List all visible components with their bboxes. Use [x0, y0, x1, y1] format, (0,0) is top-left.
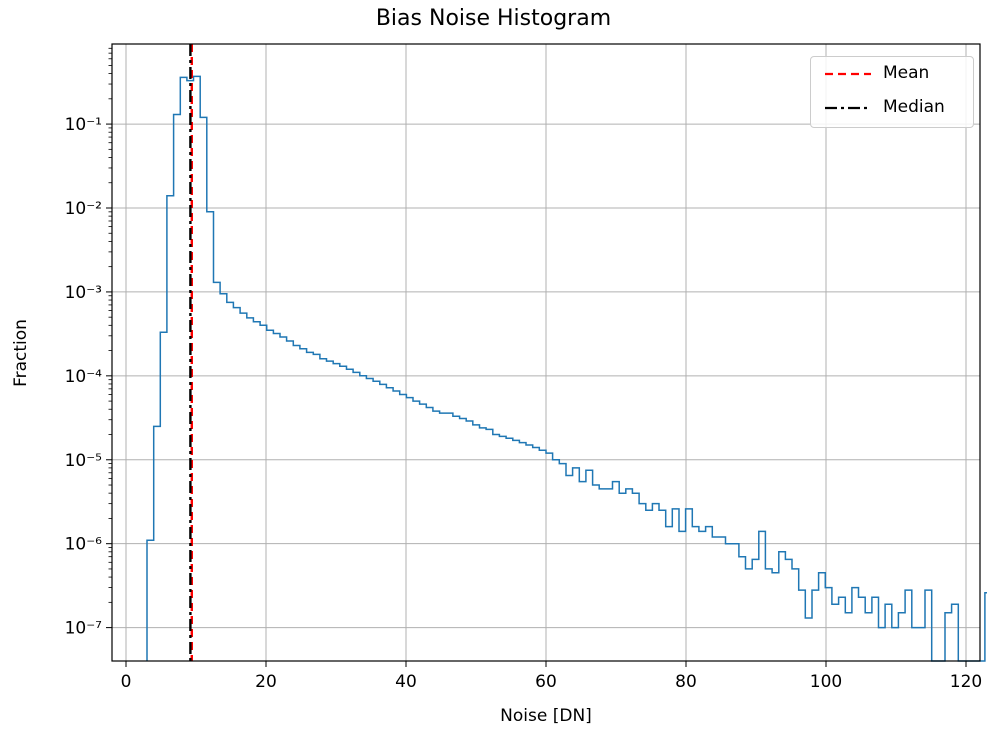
y-tick-label: 10⁻⁷ — [65, 619, 103, 639]
x-tick-label: 100 — [810, 672, 842, 692]
y-tick-label: 10⁻⁴ — [65, 367, 103, 387]
axis-ticks: 0 20 40 60 80 100 120 10⁻⁷ 10⁻⁶ 10⁻⁵ 10⁻⁴ 10⁻³ 10⁻² 1… — [65, 47, 982, 692]
x-tick-label: 120 — [950, 672, 982, 692]
y-tick-label: 10⁻² — [65, 199, 102, 219]
y-tick-label: 10⁻⁵ — [65, 451, 102, 471]
legend-item-median: Median — [811, 93, 973, 123]
x-tick-label: 0 — [121, 672, 132, 692]
legend-swatch-mean — [825, 72, 871, 76]
chart-title: Bias Noise Histogram — [375, 6, 612, 31]
legend-swatch-median — [825, 106, 871, 110]
y-tick-label: 10⁻³ — [65, 283, 102, 303]
legend-item-mean: Mean — [811, 59, 973, 89]
histogram — [146, 75, 987, 662]
x-tick-label: 80 — [675, 672, 697, 692]
x-tick-label: 20 — [255, 672, 277, 692]
x-tick-label: 40 — [395, 672, 417, 692]
legend-label-mean: Mean — [883, 63, 930, 83]
x-axis-label: Noise [DN] — [500, 706, 592, 726]
reference-lines — [189, 44, 194, 661]
y-axis-label: Fraction — [11, 319, 31, 387]
histogram-step-line — [146, 75, 987, 662]
legend-label-median: Median — [883, 97, 945, 117]
x-tick-label: 60 — [535, 672, 557, 692]
grid-lines — [112, 44, 980, 661]
legend: Mean Median — [810, 56, 974, 128]
y-tick-label: 10⁻¹ — [65, 115, 102, 135]
y-tick-label: 10⁻⁶ — [65, 535, 103, 555]
